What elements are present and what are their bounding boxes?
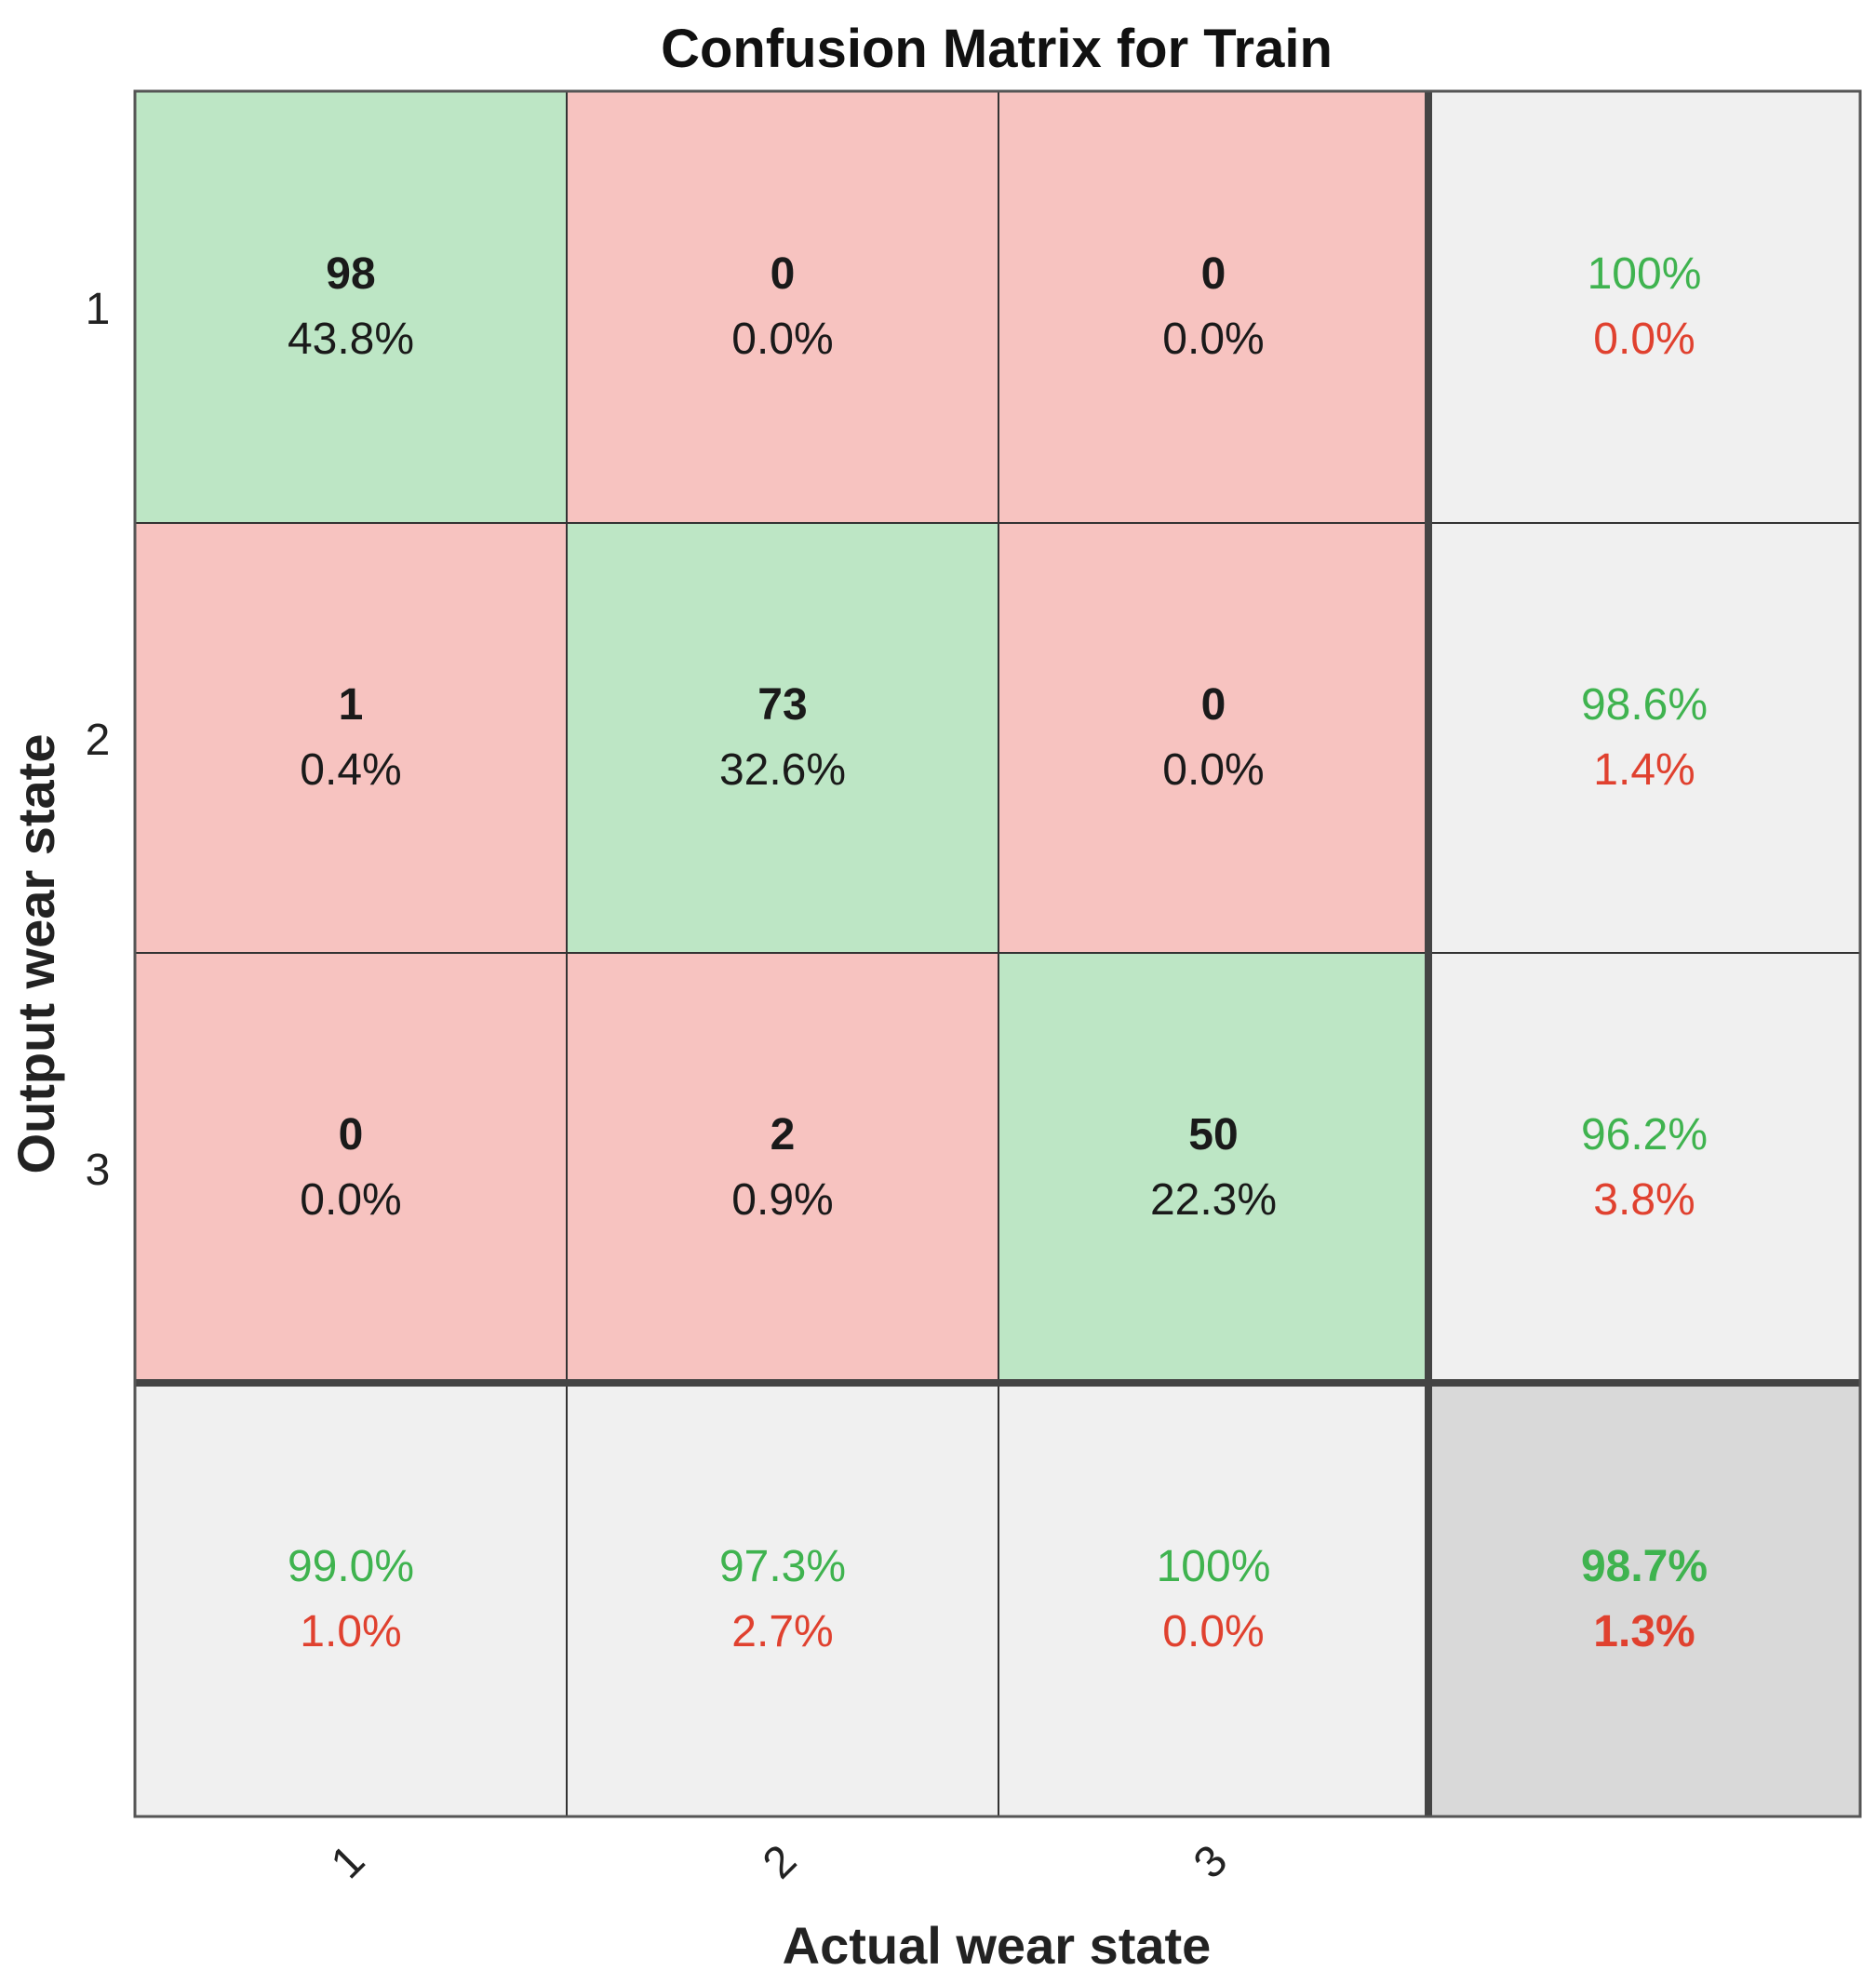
cell-count: 2: [770, 1110, 796, 1160]
chart-title: Confusion Matrix for Train: [661, 19, 1333, 79]
matrix-grid: 98 43.8% 0 0.0% 0 0.0% 1 0.4% 73 32.6% 0 0.0% 0 0.0% 2…: [86, 89, 1862, 1888]
x-tick-label: 1: [322, 1836, 374, 1888]
row-summary-cell: [1427, 952, 1861, 1384]
cell-percent: 22.3%: [1150, 1175, 1277, 1225]
matrix-border: [133, 89, 1862, 1818]
x-tick-label: 3: [1185, 1836, 1237, 1888]
matrix-cell: [134, 952, 568, 1384]
cell-count: 1: [339, 680, 364, 730]
row-summary-incorrect: 1.4%: [1593, 745, 1695, 795]
cell-percent: 0.0%: [731, 315, 833, 364]
column-summary-cell: [134, 1382, 568, 1817]
row-summary-correct: 100%: [1588, 249, 1702, 299]
cell-count: 50: [1188, 1110, 1238, 1160]
column-summary-incorrect: 1.0%: [300, 1607, 401, 1656]
x-axis-label: Actual wear state: [783, 1916, 1212, 1975]
column-summary-cell: [566, 1382, 999, 1817]
overall-correct: 98.7%: [1581, 1542, 1708, 1591]
matrix-cell: [998, 522, 1429, 954]
matrix-cell: [998, 952, 1429, 1384]
overall-accuracy-cell: [1427, 1382, 1861, 1817]
cell-percent: 0.0%: [1162, 745, 1264, 795]
column-summary-incorrect: 2.7%: [731, 1607, 833, 1656]
column-summary-correct: 97.3%: [719, 1542, 846, 1591]
cell-percent: 0.4%: [300, 745, 401, 795]
matrix-cell: [566, 90, 999, 524]
row-summary-incorrect: 3.8%: [1593, 1175, 1695, 1225]
row-summary-cell: [1427, 522, 1861, 954]
cell-percent: 0.0%: [300, 1175, 401, 1225]
cell-count: 0: [1201, 249, 1226, 299]
cell-percent: 0.0%: [1162, 315, 1264, 364]
matrix-cell: [134, 522, 568, 954]
overall-incorrect: 1.3%: [1593, 1607, 1695, 1656]
row-summary-cell: [1427, 90, 1861, 524]
cell-percent: 43.8%: [288, 315, 414, 364]
cell-count: 73: [757, 680, 807, 730]
row-summary-correct: 96.2%: [1581, 1110, 1708, 1160]
row-summary-incorrect: 0.0%: [1593, 315, 1695, 364]
matrix-cell: [566, 952, 999, 1384]
cell-percent: 0.9%: [731, 1175, 833, 1225]
x-tick-label: 2: [754, 1836, 806, 1888]
cell-count: 0: [1201, 680, 1226, 730]
matrix-cell: [134, 90, 568, 524]
y-tick-label: 3: [86, 1146, 111, 1195]
column-summary-cell: [998, 1382, 1429, 1817]
row-summary-correct: 98.6%: [1581, 680, 1708, 730]
cell-count: 0: [770, 249, 796, 299]
y-axis-label: Output wear state: [7, 734, 65, 1174]
cell-count: 98: [326, 249, 375, 299]
matrix-cell: [998, 90, 1429, 524]
column-summary-correct: 100%: [1157, 1542, 1271, 1591]
y-tick-label: 1: [86, 285, 111, 334]
cell-count: 0: [339, 1110, 364, 1160]
column-summary-correct: 99.0%: [288, 1542, 414, 1591]
y-tick-label: 2: [86, 716, 111, 765]
matrix-cell: [566, 522, 999, 954]
cell-percent: 32.6%: [719, 745, 846, 795]
column-summary-incorrect: 0.0%: [1162, 1607, 1264, 1656]
